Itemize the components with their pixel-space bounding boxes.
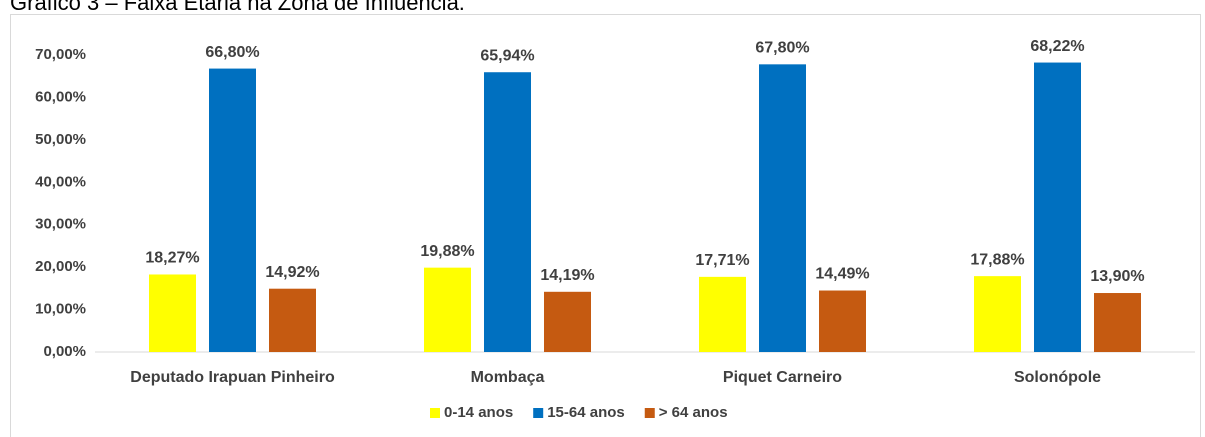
- legend-label: 15-64 anos: [547, 404, 625, 421]
- bar: [269, 288, 316, 352]
- value-label: 14,19%: [540, 267, 594, 284]
- value-label: 14,49%: [815, 266, 869, 283]
- value-label: 13,90%: [1090, 268, 1144, 285]
- y-tick-label: 0,00%: [43, 343, 86, 360]
- y-tick-label: 30,00%: [35, 216, 86, 233]
- value-label: 66,80%: [205, 44, 259, 61]
- bar: [699, 276, 746, 352]
- x-tick-label: Deputado Irapuan Pinheiro: [130, 369, 335, 386]
- value-label: 19,88%: [420, 243, 474, 260]
- value-label: 18,27%: [145, 250, 199, 267]
- chart-title: Gráfico 3 – Faixa Etária na Zona de Infl…: [10, 0, 465, 15]
- bar: [484, 72, 531, 352]
- y-tick-label: 70,00%: [35, 46, 86, 63]
- x-tick-label: Solonópole: [1014, 369, 1101, 386]
- value-label: 65,94%: [480, 47, 534, 64]
- legend-label: > 64 anos: [659, 404, 728, 421]
- y-tick-label: 60,00%: [35, 88, 86, 105]
- legend-label: 0-14 anos: [444, 404, 513, 421]
- x-tick-label: Piquet Carneiro: [723, 369, 842, 386]
- bar: [974, 276, 1021, 352]
- y-tick-label: 50,00%: [35, 131, 86, 148]
- y-tick-label: 20,00%: [35, 258, 86, 275]
- bar: [424, 267, 471, 352]
- bar: [1094, 293, 1141, 352]
- legend-swatch: [533, 408, 544, 418]
- y-tick-label: 40,00%: [35, 173, 86, 190]
- bar: [819, 290, 866, 352]
- value-label: 14,92%: [265, 264, 319, 281]
- value-label: 67,80%: [755, 40, 809, 57]
- value-label: 17,71%: [695, 252, 749, 269]
- bar: [149, 274, 196, 352]
- legend-swatch: [430, 408, 440, 418]
- bar: [1034, 62, 1081, 353]
- bar: [544, 291, 591, 352]
- y-tick-label: 10,00%: [35, 301, 86, 318]
- legend-swatch: [644, 408, 655, 418]
- value-label: 68,22%: [1030, 38, 1084, 55]
- chart-border: [10, 14, 1201, 437]
- bar: [759, 64, 806, 352]
- x-tick-label: Mombaça: [471, 369, 545, 386]
- bar: [209, 68, 256, 352]
- value-label: 17,88%: [970, 251, 1024, 268]
